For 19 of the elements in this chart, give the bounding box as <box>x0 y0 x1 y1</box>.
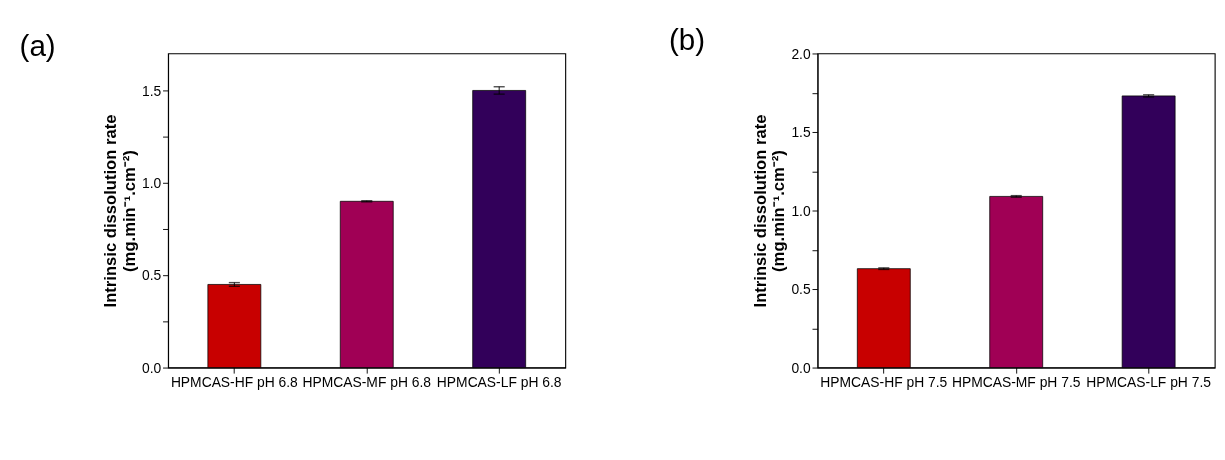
x-tick-label: HPMCAS-LF pH 7.5 <box>1086 373 1212 390</box>
x-tick-label: HPMCAS-HF pH 7.5 <box>820 373 948 390</box>
y-tick-label: 0.0 <box>141 359 162 376</box>
y-tick-label: 1.0 <box>791 202 811 219</box>
x-tick-label: HPMCAS-MF pH 6.8 <box>302 373 432 390</box>
chart-title: (a) <box>19 29 56 63</box>
x-tick-label: HPMCAS-HF pH 6.8 <box>170 373 299 390</box>
y-tick-label: 0.5 <box>141 267 162 284</box>
y-tick-label: 1.5 <box>141 82 162 99</box>
x-tick-label: HPMCAS-LF pH 6.8 <box>436 373 562 390</box>
y-axis-title: Intrinsic dissolution rate (mg.min⁻¹.cm⁻²) <box>101 114 139 308</box>
x-tick-label: HPMCAS-MF pH 7.5 <box>951 373 1081 390</box>
y-axis-title: Intrinsic dissolution rate (mg.min⁻¹.cm⁻²) <box>750 114 789 308</box>
y-tick-label: 0.0 <box>791 359 811 376</box>
chart-title: (b) <box>668 22 706 56</box>
y-tick-label: 1.5 <box>791 124 811 141</box>
y-tick-label: 0.5 <box>791 281 811 298</box>
y-tick-label: 1.0 <box>141 174 162 191</box>
y-tick-label: 2.0 <box>791 45 811 62</box>
